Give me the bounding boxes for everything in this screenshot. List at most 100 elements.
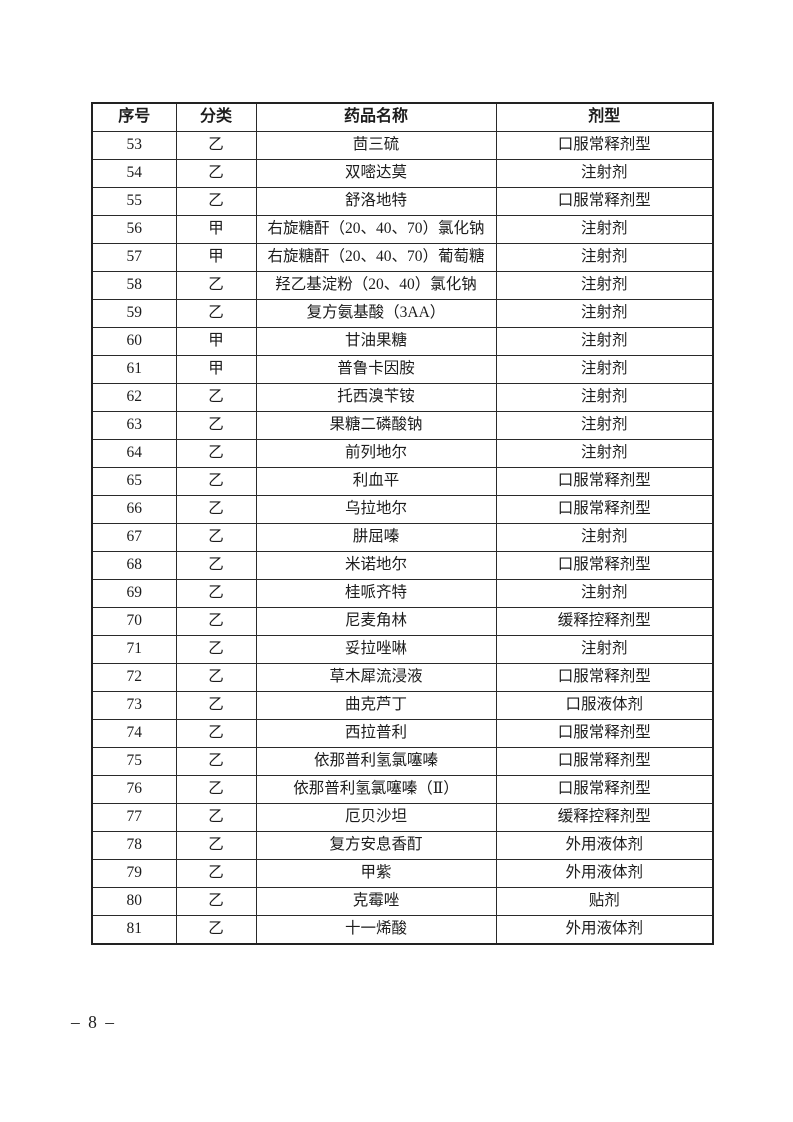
table-row: 72 乙 草木犀流浸液 口服常释剂型 bbox=[91, 663, 714, 692]
cell-category: 乙 bbox=[175, 131, 257, 160]
cell-category: 乙 bbox=[175, 579, 257, 608]
cell-drug-name: 右旋糖酐（20、40、70）氯化钠 bbox=[255, 215, 497, 244]
header-serial-number: 序号 bbox=[91, 102, 177, 132]
cell-category: 乙 bbox=[175, 467, 257, 496]
cell-dosage-form: 口服常释剂型 bbox=[495, 467, 714, 496]
cell-category: 乙 bbox=[175, 439, 257, 468]
cell-drug-name: 托西溴苄铵 bbox=[255, 383, 497, 412]
table-row: 59 乙 复方氨基酸（3AA） 注射剂 bbox=[91, 299, 714, 328]
cell-serial-number: 58 bbox=[91, 271, 177, 300]
page-number: – 8 – bbox=[71, 1012, 116, 1032]
cell-category: 乙 bbox=[175, 159, 257, 188]
cell-dosage-form: 口服常释剂型 bbox=[495, 187, 714, 216]
cell-serial-number: 75 bbox=[91, 747, 177, 776]
cell-dosage-form: 注射剂 bbox=[495, 243, 714, 272]
table-row: 63 乙 果糖二磷酸钠 注射剂 bbox=[91, 411, 714, 440]
cell-dosage-form: 注射剂 bbox=[495, 439, 714, 468]
cell-serial-number: 60 bbox=[91, 327, 177, 356]
cell-serial-number: 78 bbox=[91, 831, 177, 860]
cell-dosage-form: 外用液体剂 bbox=[495, 915, 714, 945]
cell-drug-name: 普鲁卡因胺 bbox=[255, 355, 497, 384]
table-row: 55 乙 舒洛地特 口服常释剂型 bbox=[91, 187, 714, 216]
cell-dosage-form: 口服常释剂型 bbox=[495, 131, 714, 160]
table-row: 67 乙 肼屈嗪 注射剂 bbox=[91, 523, 714, 552]
table-row: 65 乙 利血平 口服常释剂型 bbox=[91, 467, 714, 496]
cell-category: 乙 bbox=[175, 523, 257, 552]
cell-drug-name: 羟乙基淀粉（20、40）氯化钠 bbox=[255, 271, 497, 300]
cell-dosage-form: 注射剂 bbox=[495, 299, 714, 328]
table-row: 62 乙 托西溴苄铵 注射剂 bbox=[91, 383, 714, 412]
cell-serial-number: 80 bbox=[91, 887, 177, 916]
cell-serial-number: 73 bbox=[91, 691, 177, 720]
table-row: 53 乙 茴三硫 口服常释剂型 bbox=[91, 131, 714, 160]
cell-drug-name: 复方安息香酊 bbox=[255, 831, 497, 860]
cell-drug-name: 乌拉地尔 bbox=[255, 495, 497, 524]
cell-drug-name: 前列地尔 bbox=[255, 439, 497, 468]
cell-drug-name: 依那普利氢氯噻嗪 bbox=[255, 747, 497, 776]
cell-dosage-form: 外用液体剂 bbox=[495, 859, 714, 888]
cell-dosage-form: 注射剂 bbox=[495, 271, 714, 300]
cell-serial-number: 71 bbox=[91, 635, 177, 664]
cell-category: 甲 bbox=[175, 215, 257, 244]
cell-drug-name: 茴三硫 bbox=[255, 131, 497, 160]
cell-drug-name: 厄贝沙坦 bbox=[255, 803, 497, 832]
cell-drug-name: 草木犀流浸液 bbox=[255, 663, 497, 692]
cell-serial-number: 63 bbox=[91, 411, 177, 440]
cell-category: 乙 bbox=[175, 271, 257, 300]
cell-serial-number: 57 bbox=[91, 243, 177, 272]
cell-category: 乙 bbox=[175, 635, 257, 664]
table-row: 69 乙 桂哌齐特 注射剂 bbox=[91, 579, 714, 608]
table-row: 61 甲 普鲁卡因胺 注射剂 bbox=[91, 355, 714, 384]
table-row: 75 乙 依那普利氢氯噻嗪 口服常释剂型 bbox=[91, 747, 714, 776]
cell-category: 乙 bbox=[175, 719, 257, 748]
cell-drug-name: 尼麦角林 bbox=[255, 607, 497, 636]
drug-table-head: 序号 分类 药品名称 剂型 bbox=[91, 102, 714, 132]
cell-drug-name: 甲紫 bbox=[255, 859, 497, 888]
cell-dosage-form: 外用液体剂 bbox=[495, 831, 714, 860]
cell-serial-number: 55 bbox=[91, 187, 177, 216]
cell-category: 乙 bbox=[175, 775, 257, 804]
cell-serial-number: 54 bbox=[91, 159, 177, 188]
cell-category: 乙 bbox=[175, 747, 257, 776]
cell-drug-name: 桂哌齐特 bbox=[255, 579, 497, 608]
cell-serial-number: 72 bbox=[91, 663, 177, 692]
cell-serial-number: 65 bbox=[91, 467, 177, 496]
cell-category: 乙 bbox=[175, 187, 257, 216]
cell-category: 甲 bbox=[175, 243, 257, 272]
cell-serial-number: 74 bbox=[91, 719, 177, 748]
cell-category: 乙 bbox=[175, 495, 257, 524]
cell-drug-name: 依那普利氢氯噻嗪（Ⅱ） bbox=[255, 775, 497, 804]
cell-serial-number: 68 bbox=[91, 551, 177, 580]
cell-dosage-form: 注射剂 bbox=[495, 355, 714, 384]
table-row: 68 乙 米诺地尔 口服常释剂型 bbox=[91, 551, 714, 580]
cell-serial-number: 69 bbox=[91, 579, 177, 608]
table-row: 66 乙 乌拉地尔 口服常释剂型 bbox=[91, 495, 714, 524]
table-row: 60 甲 甘油果糖 注射剂 bbox=[91, 327, 714, 356]
header-row: 序号 分类 药品名称 剂型 bbox=[91, 102, 714, 132]
cell-serial-number: 70 bbox=[91, 607, 177, 636]
cell-dosage-form: 注射剂 bbox=[495, 215, 714, 244]
table-row: 54 乙 双嘧达莫 注射剂 bbox=[91, 159, 714, 188]
table-row: 71 乙 妥拉唑啉 注射剂 bbox=[91, 635, 714, 664]
cell-dosage-form: 注射剂 bbox=[495, 383, 714, 412]
cell-category: 乙 bbox=[175, 859, 257, 888]
cell-serial-number: 66 bbox=[91, 495, 177, 524]
cell-serial-number: 59 bbox=[91, 299, 177, 328]
cell-drug-name: 利血平 bbox=[255, 467, 497, 496]
table-row: 70 乙 尼麦角林 缓释控释剂型 bbox=[91, 607, 714, 636]
cell-drug-name: 甘油果糖 bbox=[255, 327, 497, 356]
cell-category: 甲 bbox=[175, 327, 257, 356]
table-row: 79 乙 甲紫 外用液体剂 bbox=[91, 859, 714, 888]
cell-drug-name: 曲克芦丁 bbox=[255, 691, 497, 720]
cell-dosage-form: 口服常释剂型 bbox=[495, 663, 714, 692]
cell-serial-number: 77 bbox=[91, 803, 177, 832]
cell-serial-number: 64 bbox=[91, 439, 177, 468]
cell-dosage-form: 注射剂 bbox=[495, 635, 714, 664]
cell-dosage-form: 缓释控释剂型 bbox=[495, 803, 714, 832]
cell-drug-name: 西拉普利 bbox=[255, 719, 497, 748]
table-row: 56 甲 右旋糖酐（20、40、70）氯化钠 注射剂 bbox=[91, 215, 714, 244]
drug-table-body: 53 乙 茴三硫 口服常释剂型 54 乙 双嘧达莫 注射剂 55 乙 舒洛地特 … bbox=[91, 131, 714, 945]
cell-category: 乙 bbox=[175, 803, 257, 832]
cell-drug-name: 肼屈嗪 bbox=[255, 523, 497, 552]
cell-dosage-form: 口服常释剂型 bbox=[495, 719, 714, 748]
